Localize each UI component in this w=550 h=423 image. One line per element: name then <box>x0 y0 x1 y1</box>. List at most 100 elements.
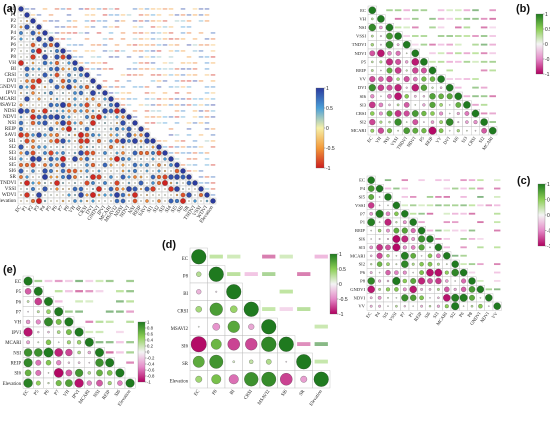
coef-mark-c <box>494 221 501 224</box>
coef-mark-a <box>174 110 180 112</box>
coef-mark-a <box>168 68 174 70</box>
col-label-d-2: BI <box>229 389 236 396</box>
corr-circle-e <box>37 341 40 344</box>
coef-mark-a <box>198 50 204 52</box>
corr-circle-b <box>395 50 401 56</box>
corr-circle-a <box>72 66 78 72</box>
corr-circle-a <box>74 164 76 166</box>
colorbar-tick-c-3: -0.5 <box>547 228 550 234</box>
coef-mark-b <box>429 52 436 55</box>
corr-circle-c <box>420 255 423 257</box>
coef-mark-c <box>477 263 484 266</box>
coef-mark-c <box>494 187 501 190</box>
corr-circle-b <box>481 127 487 134</box>
coef-mark-a <box>204 158 210 160</box>
corr-circle-b <box>431 86 434 89</box>
corr-circle-a <box>24 150 30 156</box>
colorbar-tick-c-1: 0.5 <box>547 197 550 203</box>
colorbar-tick-d-4: -1 <box>339 312 344 318</box>
coef-mark-e <box>126 310 134 313</box>
corr-circle-e <box>55 318 62 325</box>
coef-mark-a <box>120 86 126 88</box>
corr-circle-a <box>204 192 210 198</box>
coef-mark-c <box>494 212 501 215</box>
corr-circle-a <box>48 126 54 132</box>
corr-circle-b <box>394 110 402 117</box>
col-label-b-8: VV <box>434 135 442 144</box>
corr-circle-a <box>60 48 66 54</box>
corr-circle-a <box>109 133 113 137</box>
corr-circle-a <box>146 158 148 160</box>
coef-mark-b <box>472 43 479 46</box>
corr-circle-e <box>34 348 43 357</box>
coef-mark-b <box>403 17 410 20</box>
row-label-d-6: SR <box>182 362 189 367</box>
coef-mark-b <box>463 26 471 29</box>
corr-circle-c <box>434 268 443 277</box>
corr-circle-a <box>24 138 30 144</box>
corr-circle-d <box>196 271 202 277</box>
corr-circle-a <box>32 98 34 100</box>
coef-mark-c <box>494 279 501 282</box>
corr-circle-b <box>423 121 425 123</box>
corr-circle-a <box>66 84 72 90</box>
corr-circle-a <box>31 37 35 41</box>
coef-mark-a <box>150 110 156 112</box>
corr-circle-c <box>386 228 390 233</box>
corr-circle-c <box>385 287 391 292</box>
corr-circle-a <box>31 61 35 65</box>
corr-circle-e <box>35 380 41 386</box>
coef-mark-c <box>494 263 501 266</box>
coef-mark-a <box>180 140 186 142</box>
coef-mark-c <box>485 204 492 207</box>
corr-circle-a <box>25 79 29 83</box>
coef-mark-b <box>480 26 488 29</box>
row-label-a-25: SI4 <box>9 156 17 162</box>
coef-mark-c <box>452 204 459 207</box>
corr-circle-d <box>198 326 200 328</box>
corr-circle-e <box>26 300 30 303</box>
corr-circle-a <box>139 187 143 191</box>
corr-circle-a <box>20 194 22 196</box>
corr-circle-a <box>108 186 114 192</box>
corr-circle-a <box>144 186 150 192</box>
coef-mark-a <box>156 32 162 34</box>
corr-circle-a <box>84 150 90 156</box>
corr-circle-a <box>182 182 184 184</box>
coef-mark-a <box>144 20 150 22</box>
corr-circle-a <box>19 157 23 161</box>
corr-circle-a <box>144 150 150 156</box>
corr-circle-b <box>368 6 377 15</box>
corr-circle-c <box>370 254 373 257</box>
coef-mark-a <box>144 44 150 46</box>
corr-circle-a <box>26 146 28 148</box>
corr-circle-a <box>32 128 34 130</box>
corr-circle-c <box>367 218 376 227</box>
corr-circle-a <box>150 138 156 144</box>
coef-mark-b <box>446 60 453 63</box>
colorbar-tick-e-5: 0 <box>147 350 150 355</box>
coef-mark-b <box>472 17 479 20</box>
row-label-a-21: SAVI <box>5 132 17 138</box>
corr-circle-c <box>468 286 476 293</box>
coef-mark-a <box>210 104 216 106</box>
col-label-c-3: VSSI <box>388 311 398 322</box>
corr-circle-a <box>80 80 82 82</box>
corr-circle-c <box>418 244 425 251</box>
corr-circle-a <box>18 108 24 114</box>
corr-circle-b <box>386 84 393 91</box>
col-label-b-9: DVI <box>442 135 451 145</box>
coef-mark-a <box>210 134 216 136</box>
corr-circle-c <box>378 271 381 274</box>
corr-circle-a <box>180 174 186 180</box>
col-label-a-11: CRSI <box>77 204 89 217</box>
corr-circle-c <box>401 210 409 218</box>
coef-mark-a <box>192 146 198 148</box>
coef-mark-a <box>66 26 72 28</box>
row-label-c-10: SI2 <box>359 262 366 267</box>
corr-circle-a <box>120 156 126 162</box>
corr-circle-a <box>18 120 24 126</box>
corr-circle-a <box>74 140 76 142</box>
corr-circle-b <box>429 76 436 82</box>
col-label-a-30: VSSI <box>192 204 204 217</box>
